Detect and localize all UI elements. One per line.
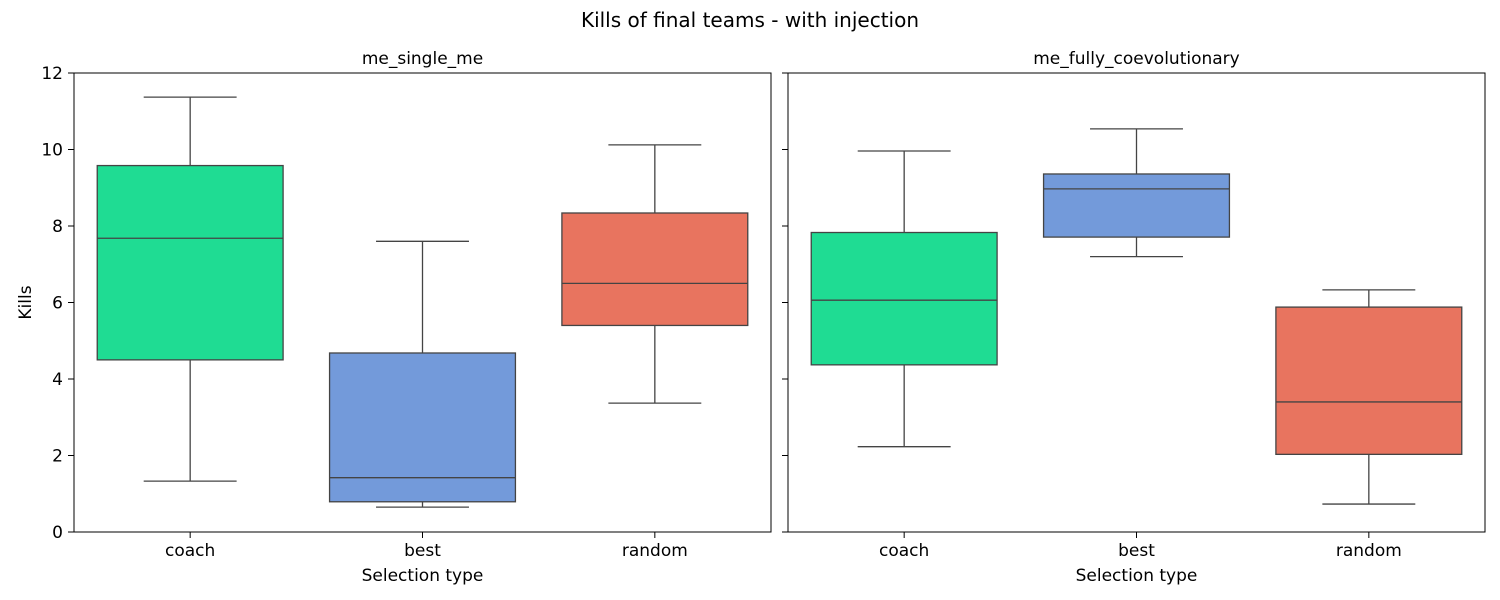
box-best	[1042, 128, 1231, 258]
chart-panel-1: me_single_me 0 2 4 6 8 10 12 coach best random Sele…	[16, 49, 772, 586]
x-tick-label: best	[404, 541, 441, 561]
panel-title: me_fully_coevolutionary	[1033, 49, 1239, 69]
y-tick-label: 6	[52, 294, 63, 314]
x-tick-label: random	[622, 541, 688, 561]
y-tick-label: 2	[52, 447, 63, 467]
y-tick-label: 12	[41, 64, 63, 84]
box-iqr	[1042, 173, 1231, 238]
figure-title: Kills of final teams - with injection	[581, 8, 919, 32]
x-axis-label: Selection type	[1076, 566, 1198, 586]
y-tick-label: 0	[52, 523, 63, 543]
y-axis-label: Kills	[16, 285, 36, 319]
box-iqr	[328, 352, 517, 503]
x-tick-label: best	[1118, 541, 1155, 561]
box-coach	[810, 150, 998, 448]
box-coach	[96, 96, 284, 482]
box-iqr	[561, 212, 749, 327]
x-tick-label: random	[1336, 541, 1402, 561]
box-iqr	[1275, 306, 1463, 456]
box-iqr	[810, 231, 998, 366]
panel-title: me_single_me	[362, 49, 483, 69]
y-tick-label: 4	[52, 370, 63, 390]
x-tick-label: coach	[879, 541, 929, 561]
box-random	[1275, 289, 1463, 505]
x-axis-label: Selection type	[362, 566, 484, 586]
y-tick-label: 10	[41, 141, 63, 161]
box-best	[328, 240, 517, 508]
box-random	[561, 144, 749, 404]
box-iqr	[96, 164, 284, 361]
y-tick-label: 8	[52, 217, 63, 237]
x-tick-label: coach	[165, 541, 215, 561]
